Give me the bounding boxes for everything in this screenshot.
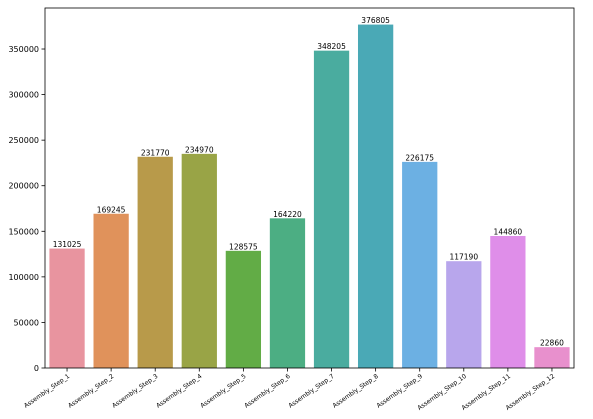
data-label: 226175	[405, 153, 434, 162]
y-tick-label: 350000	[8, 45, 39, 54]
bar	[534, 347, 570, 368]
y-tick-label: 50000	[14, 318, 39, 327]
y-tick-label: 250000	[8, 136, 39, 145]
bar	[357, 24, 394, 369]
y-tick-label: 0	[34, 364, 39, 373]
bar	[269, 218, 306, 368]
data-label: 164220	[273, 210, 302, 219]
bars-group: 131025 169245 231770 234970 128575 164220 3482…	[49, 16, 570, 369]
bar	[446, 261, 482, 368]
data-label: 234970	[185, 145, 214, 154]
bar	[225, 250, 262, 368]
bar	[402, 161, 438, 368]
bar	[181, 153, 217, 368]
data-label: 231770	[141, 148, 170, 157]
y-tick-label: 200000	[8, 182, 39, 191]
bar	[93, 213, 129, 368]
data-label: 117190	[449, 253, 478, 262]
data-label: 22860	[540, 339, 564, 348]
data-label: 128575	[229, 242, 258, 251]
y-tick-label: 300000	[8, 91, 39, 100]
bar	[137, 156, 173, 368]
data-label: 144860	[494, 227, 523, 236]
bar	[49, 248, 85, 368]
bar	[313, 50, 350, 369]
bar	[490, 235, 526, 368]
y-tick-label: 150000	[8, 227, 39, 236]
data-label: 131025	[53, 240, 82, 249]
y-axis: 0 50000 100000 150000 200000 250000 300000 3500…	[8, 45, 45, 373]
data-label: 169245	[97, 205, 126, 214]
data-label: 376805	[361, 16, 390, 25]
y-tick-label: 100000	[8, 273, 39, 282]
plot-frame	[44, 7, 575, 369]
data-label: 348205	[317, 42, 346, 51]
